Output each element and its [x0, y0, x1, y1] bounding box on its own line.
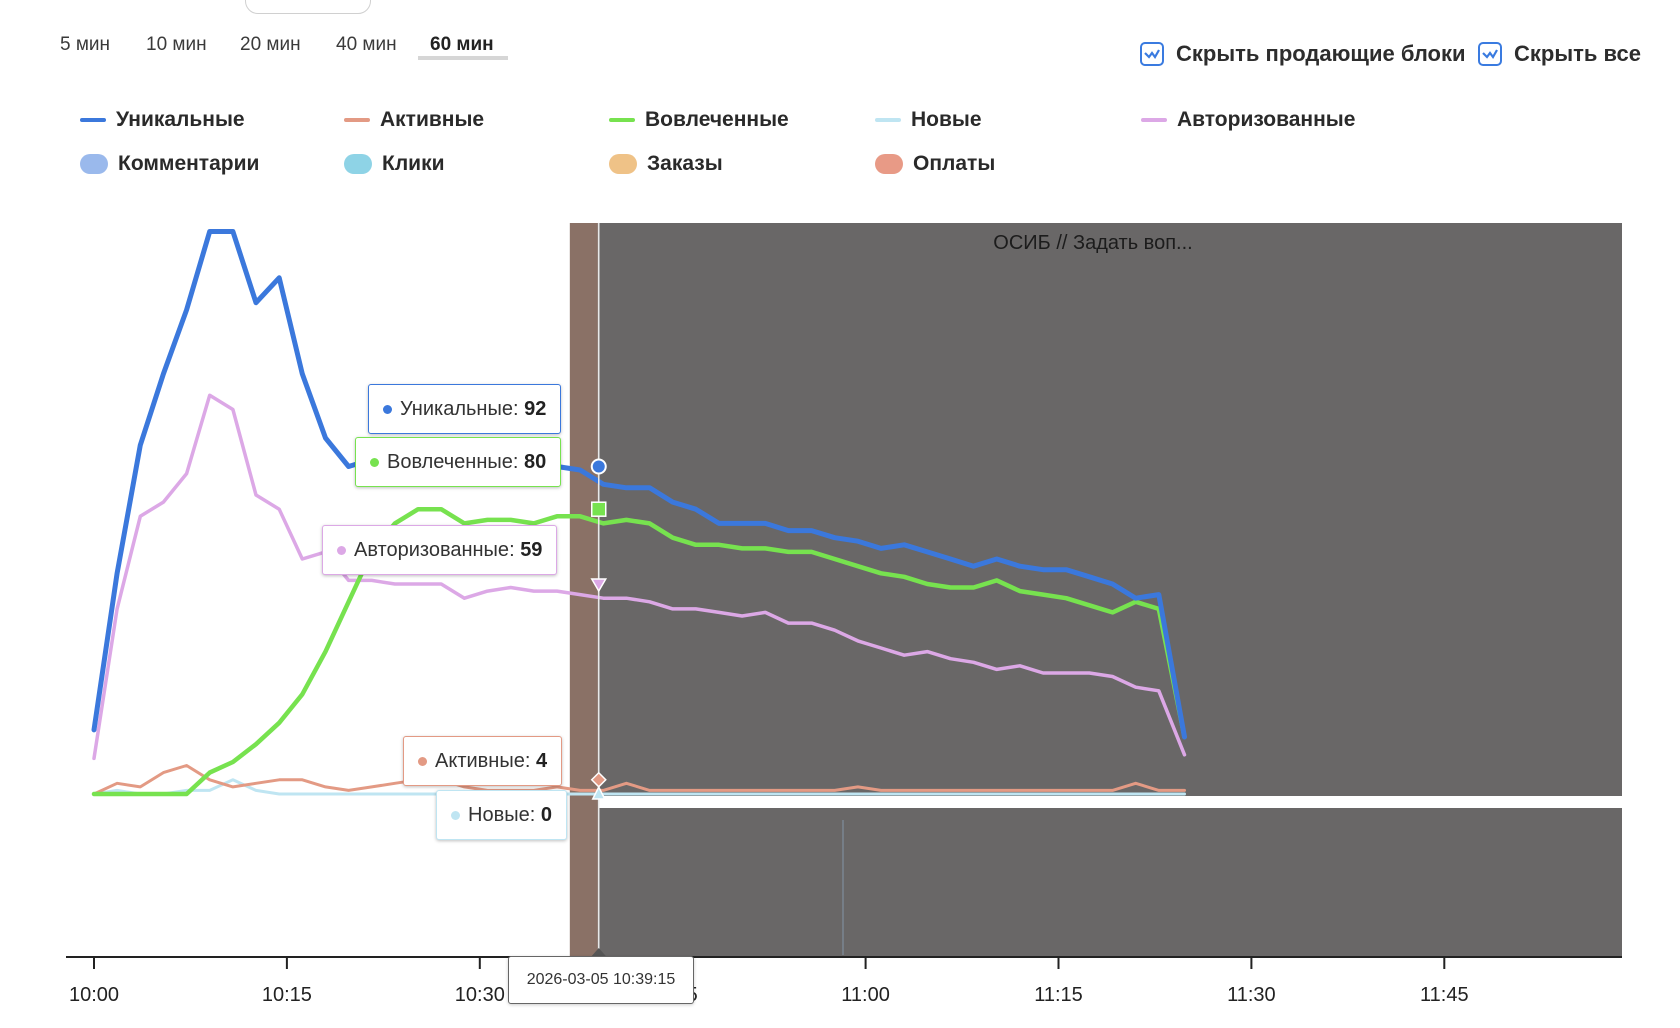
series-line-Авторизованные[interactable]: [92, 393, 1187, 761]
legend-label: Активные: [380, 108, 485, 131]
x-tick-label: 11:30: [1227, 984, 1276, 1006]
hide-all-label: Скрыть все: [1514, 41, 1641, 66]
x-tick-label: 10:15: [262, 984, 312, 1006]
legend-payments[interactable]: Оплаты: [875, 152, 995, 176]
legend-line-icon: [875, 118, 901, 122]
tooltip-value: 80: [524, 451, 547, 473]
legend-dot-icon: [80, 154, 108, 174]
checkbox-icon[interactable]: [1140, 42, 1164, 66]
x-tick-label: 10:30: [455, 984, 505, 1006]
checkbox-icon[interactable]: [1478, 42, 1502, 66]
tooltip-engaged: Вовлеченные: 80: [355, 437, 562, 487]
tooltip-bullet-icon: [383, 405, 392, 415]
legend-line-icon: [344, 118, 370, 122]
point-engaged: [591, 501, 607, 517]
x-cursor-tooltip: 2026-03-05 10:39:15: [508, 956, 694, 1004]
tab-10-min[interactable]: 10 мин: [146, 34, 207, 55]
tooltip-value: 4: [535, 750, 548, 772]
series-line-Новые[interactable]: [92, 778, 1186, 796]
legend-engaged[interactable]: Вовлеченные: [609, 108, 789, 132]
point-new: [591, 785, 606, 800]
x-tick-label: 11:45: [1420, 984, 1469, 1006]
legend-active[interactable]: Активные: [344, 108, 484, 132]
point-authorized: [590, 578, 608, 593]
legend-line-icon: [80, 118, 106, 122]
legend-label: Уникальные: [116, 108, 245, 131]
hide-selling-label: Скрыть продающие блоки: [1176, 41, 1466, 66]
hide-selling-blocks-toggle[interactable]: Скрыть продающие блоки: [1140, 38, 1466, 70]
legend-dot-icon: [875, 154, 903, 174]
legend-orders[interactable]: Заказы: [609, 152, 723, 176]
tooltip-active: Активные: 4: [403, 736, 563, 786]
tooltip-series-name: Вовлеченные: [387, 451, 513, 473]
legend-unique[interactable]: Уникальные: [80, 108, 245, 132]
legend-dot-icon: [609, 154, 637, 174]
tooltip-new: Новые: 0: [436, 790, 567, 840]
legend-authorized[interactable]: Авторизованные: [1141, 108, 1355, 132]
tooltip-bullet-icon: [418, 757, 427, 767]
tooltip-authorized: Авторизованные: 59: [322, 525, 558, 575]
point-unique: [590, 458, 607, 475]
x-tick-label: 11:00: [841, 984, 890, 1006]
x-tick-label: 11:15: [1034, 984, 1083, 1006]
hide-all-toggle[interactable]: Скрыть все: [1478, 38, 1641, 70]
legend-label: Вовлеченные: [645, 108, 789, 131]
crosshair-pointer: [591, 948, 606, 956]
tooltip-series-name: Активные: [435, 750, 525, 772]
tooltip-value: 0: [540, 804, 552, 826]
tooltip-bullet-icon: [337, 546, 346, 556]
legend-new[interactable]: Новые: [875, 108, 982, 132]
tooltip-series-name: Авторизованные: [354, 539, 510, 561]
legend-label: Клики: [382, 152, 445, 175]
block-label: ОСИБ // Задать воп...: [993, 232, 1192, 254]
legend-dot-icon: [344, 154, 372, 174]
block-gap: [598, 796, 1622, 808]
tooltip-bullet-icon: [451, 811, 460, 821]
legend-label: Новые: [911, 108, 982, 131]
tooltip-series-name: Уникальные: [400, 398, 513, 420]
series-line-Вовлеченные[interactable]: [91, 506, 1187, 797]
legend-comments[interactable]: Комментарии: [80, 152, 259, 176]
tooltip-bullet-icon: [370, 458, 379, 468]
tab-60-min[interactable]: 60 мин: [430, 34, 494, 55]
tooltip-unique: Уникальные: 92: [368, 384, 562, 434]
legend-line-icon: [609, 118, 635, 122]
block-margin: [569, 223, 598, 957]
tab-5-min[interactable]: 5 мин: [60, 34, 111, 55]
series-line-Активные[interactable]: [92, 764, 1186, 796]
legend-line-icon: [1141, 118, 1167, 122]
x-tick-label: 10:00: [69, 984, 119, 1006]
tooltip-value: 92: [524, 398, 547, 420]
series-line-Уникальные[interactable]: [91, 229, 1187, 740]
tooltip-value: 59: [520, 539, 543, 561]
legend-clicks[interactable]: Клики: [344, 152, 445, 176]
tab-40-min[interactable]: 40 мин: [336, 34, 397, 55]
tab-20-min[interactable]: 20 мин: [240, 34, 301, 55]
selling-block-region[interactable]: [597, 223, 1622, 957]
legend-label: Комментарии: [118, 152, 260, 175]
tooltip-series-name: Новые: [468, 804, 530, 826]
legend-label: Заказы: [647, 152, 723, 175]
legend-label: Авторизованные: [1177, 108, 1356, 131]
active-tab-underline: [418, 56, 508, 60]
legend-label: Оплаты: [913, 152, 996, 175]
